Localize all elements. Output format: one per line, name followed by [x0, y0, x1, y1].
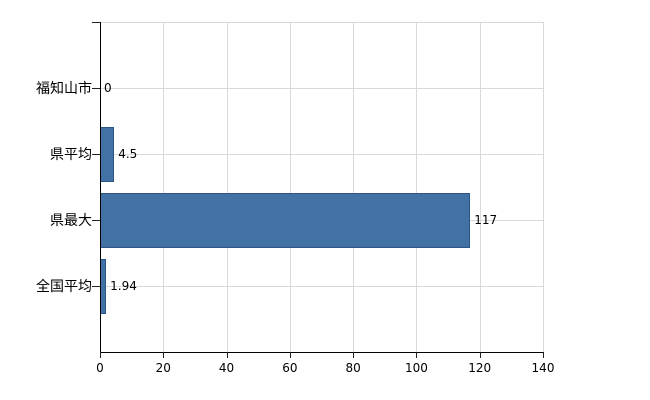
category-label: 県最大	[50, 213, 92, 229]
y-axis-tick	[92, 286, 100, 287]
x-axis-tick	[543, 352, 544, 358]
gridline-horizontal	[100, 154, 543, 155]
x-axis-tick-label: 60	[282, 361, 298, 375]
x-axis-tick-label: 80	[345, 361, 361, 375]
y-axis-line	[100, 22, 101, 353]
value-label: 1.94	[110, 279, 137, 293]
gridline-vertical	[226, 22, 228, 352]
x-axis-tick-label: 140	[531, 361, 555, 375]
value-label: 117	[474, 213, 498, 227]
y-axis-tick	[92, 88, 100, 89]
gridline-vertical	[543, 22, 544, 352]
x-axis-tick	[226, 352, 228, 358]
x-axis-tick-label: 120	[468, 361, 492, 375]
y-axis-tick	[92, 154, 100, 155]
gridline-horizontal	[100, 286, 543, 287]
gridline-vertical	[289, 22, 291, 352]
category-label: 県平均	[50, 147, 92, 163]
x-axis-tick	[479, 352, 481, 358]
x-axis-tick	[416, 352, 418, 358]
x-axis-tick-label: 20	[155, 361, 171, 375]
category-label: 福知山市	[36, 81, 92, 97]
x-axis-tick	[100, 352, 101, 358]
value-label: 0	[104, 81, 112, 95]
gridline-vertical	[353, 22, 355, 352]
gridline-vertical	[479, 22, 481, 352]
x-axis-line	[100, 352, 544, 353]
x-axis-tick-label: 0	[96, 361, 104, 375]
bar	[100, 126, 115, 182]
x-axis-tick-label: 40	[218, 361, 235, 375]
y-axis-tick	[92, 22, 100, 23]
x-axis-tick-label: 100	[404, 361, 428, 375]
gridline-vertical	[163, 22, 165, 352]
gridline-horizontal	[100, 88, 543, 89]
gridline-vertical	[416, 22, 418, 352]
x-axis-tick	[163, 352, 165, 358]
y-axis-tick	[92, 220, 100, 221]
value-label: 4.5	[118, 147, 138, 161]
gridline-horizontal	[100, 22, 543, 23]
x-axis-tick	[289, 352, 291, 358]
bar	[100, 192, 471, 248]
category-label: 全国平均	[36, 279, 92, 295]
x-axis-tick	[353, 352, 355, 358]
